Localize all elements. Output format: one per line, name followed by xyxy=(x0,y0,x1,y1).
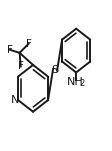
Text: S: S xyxy=(52,65,59,75)
Text: F: F xyxy=(18,61,24,71)
Text: F: F xyxy=(26,39,31,49)
Text: F: F xyxy=(7,45,13,55)
Text: N: N xyxy=(11,95,20,105)
Text: 2: 2 xyxy=(79,79,84,88)
Text: NH: NH xyxy=(67,77,83,87)
